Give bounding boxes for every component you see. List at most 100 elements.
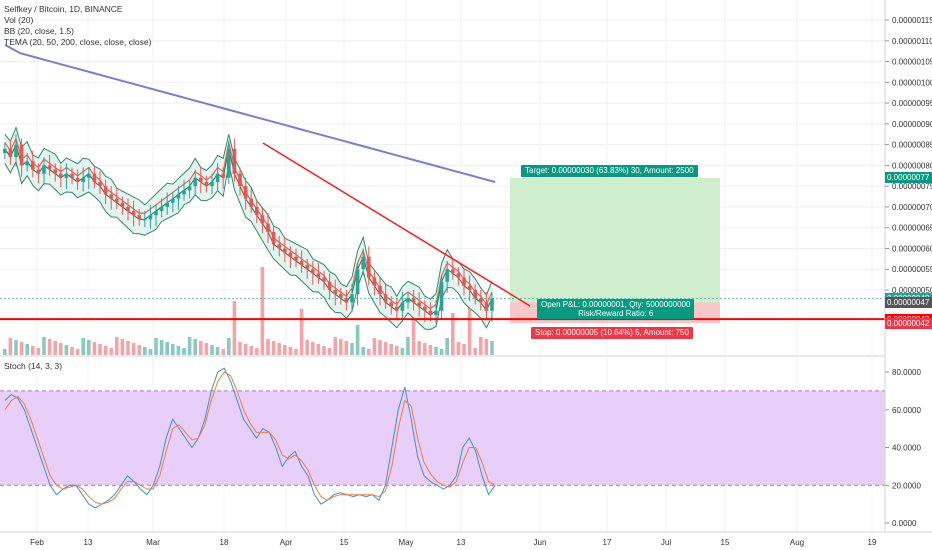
candle-body — [137, 215, 141, 220]
candle-body — [322, 277, 326, 282]
time-axis[interactable]: Feb 13 Mar 18 Apr 15 May 13 Jun 17 Jul 15 Aug 19 — [30, 538, 877, 547]
volume-bar — [8, 338, 13, 355]
volume-bar — [221, 349, 225, 355]
volume-bar — [210, 345, 214, 355]
volume-bars — [3, 267, 494, 355]
candle-body — [221, 173, 225, 178]
candle-body — [266, 223, 270, 232]
symbol-title[interactable]: Selfkey / Bitcoin, 1D, BINANCE — [4, 4, 123, 14]
price-axis-tag: 0.00000077 — [885, 172, 932, 184]
candle-body — [400, 302, 405, 311]
candle-body — [479, 298, 483, 303]
volume-bar — [299, 309, 304, 355]
volume-bar — [322, 346, 326, 355]
time-tick-label: 19 — [868, 538, 877, 547]
candle-body — [490, 298, 494, 311]
volume-bar — [484, 339, 489, 355]
volume-bar — [81, 338, 85, 355]
volume-bar — [199, 341, 203, 355]
volume-bar — [271, 341, 276, 355]
volume-bar — [232, 301, 237, 355]
price-axis[interactable]: 0.00000115 0.00000110 0.00000105 0.00000100… — [885, 16, 932, 295]
stoch-indicator-label[interactable]: Stoch (14, 3, 3) — [4, 361, 63, 371]
time-tick-label: Mar — [146, 538, 160, 547]
volume-bar — [36, 348, 41, 355]
candle-body — [327, 281, 332, 290]
candle-body — [417, 302, 421, 307]
stoch-tick-label: 0.0000 — [892, 519, 917, 528]
volume-bar — [434, 347, 438, 355]
volume-bar — [159, 340, 164, 355]
tema-50-line — [4, 136, 493, 310]
volume-bar — [243, 344, 248, 355]
candle-body — [423, 306, 427, 311]
trend-line — [262, 142, 531, 307]
volume-bar — [227, 338, 231, 355]
candle-body — [243, 186, 248, 199]
tema-indicator-label[interactable]: TEMA (20, 50, 200, close, close, close) — [4, 37, 152, 47]
volume-bar — [361, 347, 365, 355]
volume-bar — [260, 267, 265, 355]
volume-bar — [327, 348, 332, 355]
candle-body — [411, 298, 416, 303]
time-tick-label: 17 — [603, 538, 612, 547]
stoch-legend: Stoch (14, 3, 3) — [4, 361, 62, 372]
volume-bar — [255, 348, 259, 355]
candle-body — [14, 144, 18, 158]
time-tick-label: Feb — [30, 538, 44, 547]
candle-body — [31, 161, 35, 170]
candle-body — [92, 173, 97, 182]
volume-bar — [131, 343, 136, 355]
volume-bar — [467, 301, 472, 355]
volume-bar — [193, 339, 197, 355]
candle-body — [439, 281, 444, 311]
volume-bar — [120, 339, 125, 355]
candle-body — [165, 202, 169, 207]
candle-body — [367, 256, 371, 278]
bb-indicator-label[interactable]: BB (20, close, 1.5) — [4, 26, 74, 36]
candle-body — [53, 169, 57, 174]
price-tick-label: 0.00000115 — [892, 16, 932, 25]
target-zone — [510, 177, 720, 303]
pnl-label[interactable]: Open P&L: 0.00000001, Qty: 5000000000 Ri… — [537, 299, 695, 319]
price-tick-label: 0.00000100 — [892, 78, 932, 87]
volume-bar — [92, 342, 97, 355]
stoch-axis[interactable]: 80.0000 60.0000 40.0000 20.0000 0.0000 — [885, 368, 921, 528]
candle-body — [428, 310, 433, 315]
time-tick-label: 15 — [340, 538, 349, 547]
volume-bar — [187, 337, 192, 355]
stoch-d-line — [4, 371, 496, 505]
candle-body — [316, 273, 321, 278]
volume-bar — [283, 345, 287, 355]
stoch-tick-label: 60.0000 — [892, 406, 921, 415]
drawings[interactable] — [0, 142, 885, 321]
stop-label[interactable]: Stop: 0.00000005 (10.64%) 5, Amount: 750 — [531, 327, 693, 339]
candle-body — [283, 248, 287, 253]
candle-body — [311, 269, 315, 274]
vol-indicator-label[interactable]: Vol (20) — [4, 15, 34, 25]
candle-body — [3, 148, 7, 153]
volume-bar — [249, 346, 253, 355]
candle-body — [19, 144, 24, 166]
candle-body — [176, 194, 181, 199]
volume-bar — [171, 344, 175, 355]
volume-bar — [367, 349, 371, 355]
candle-body — [406, 298, 410, 303]
volume-bar — [383, 342, 388, 355]
volume-bar — [165, 342, 169, 355]
volume-bar — [64, 345, 69, 355]
volume-bar — [103, 346, 108, 355]
time-tick-label: Aug — [790, 538, 804, 547]
volume-bar — [215, 347, 220, 355]
chart-legend: Selfkey / Bitcoin, 1D, BINANCE Vol (20) … — [4, 4, 151, 48]
candle-body — [434, 310, 438, 315]
volume-bar — [445, 338, 449, 355]
volume-bar — [148, 349, 153, 355]
candle-body — [260, 215, 265, 224]
candle-body — [339, 294, 343, 299]
volume-bar — [451, 313, 455, 355]
target-label[interactable]: Target: 0.00000030 (63.83%) 30, Amount: … — [521, 165, 698, 177]
tema-lines — [4, 44, 496, 316]
candle-body — [467, 285, 472, 290]
